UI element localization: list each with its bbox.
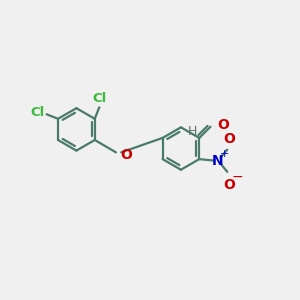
- Text: Cl: Cl: [30, 106, 44, 119]
- Text: Cl: Cl: [93, 92, 107, 105]
- Text: O: O: [120, 148, 132, 162]
- Text: +: +: [219, 149, 229, 159]
- Text: O: O: [223, 132, 235, 146]
- Text: −: −: [231, 170, 243, 184]
- Text: O: O: [217, 118, 229, 132]
- Text: H: H: [188, 125, 197, 138]
- Text: N: N: [212, 154, 223, 168]
- Text: O: O: [223, 178, 235, 192]
